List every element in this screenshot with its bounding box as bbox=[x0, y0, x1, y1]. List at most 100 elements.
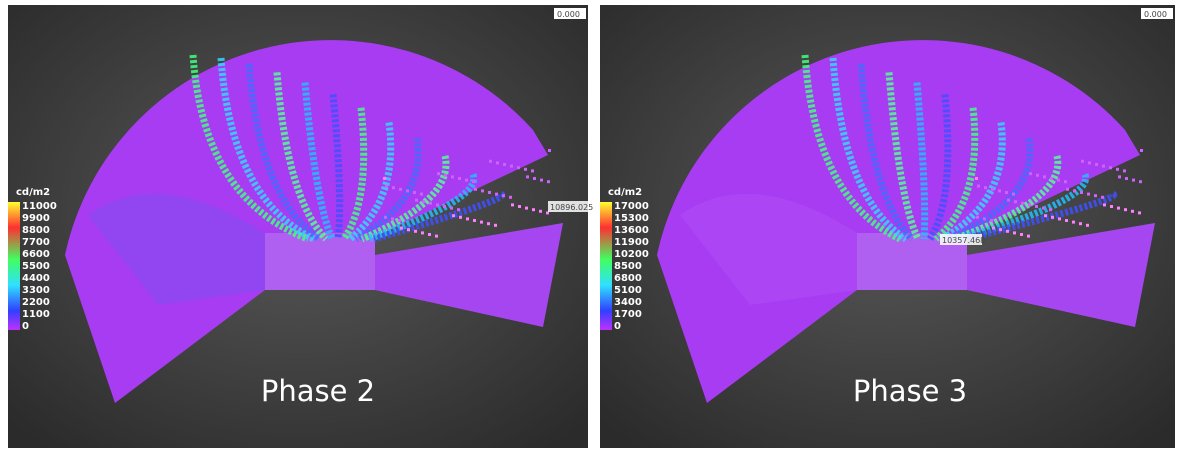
speckle bbox=[1005, 191, 1008, 194]
speckle bbox=[1087, 193, 1090, 196]
speckle bbox=[1088, 161, 1091, 164]
speckle bbox=[489, 160, 492, 163]
speckle bbox=[1049, 208, 1052, 211]
legend-unit: cd/m2 bbox=[16, 187, 50, 198]
speckle bbox=[487, 222, 490, 225]
legend-label: 11900 bbox=[614, 237, 649, 248]
speckle bbox=[1109, 166, 1112, 169]
legend-label: 5100 bbox=[614, 285, 642, 296]
legend-label: 8800 bbox=[22, 225, 50, 236]
speckle bbox=[525, 207, 528, 210]
legend-label: 15300 bbox=[614, 213, 649, 224]
speckle bbox=[533, 177, 536, 180]
speckle bbox=[540, 179, 543, 182]
legend-label: 3300 bbox=[22, 285, 50, 296]
peak-label: 10357.468 bbox=[942, 236, 985, 245]
speckle bbox=[1072, 221, 1075, 224]
speckle bbox=[415, 199, 418, 202]
colorbar bbox=[8, 202, 20, 330]
legend-label: 5500 bbox=[22, 261, 50, 272]
speckle bbox=[984, 186, 987, 189]
speckle bbox=[1116, 168, 1119, 171]
legend-unit: cd/m2 bbox=[608, 187, 642, 198]
speckle bbox=[384, 216, 387, 219]
speckle bbox=[1035, 205, 1038, 208]
speckle bbox=[1080, 191, 1083, 194]
speckle bbox=[539, 210, 542, 213]
speckle bbox=[422, 200, 425, 203]
speckle bbox=[1110, 205, 1113, 208]
speckle bbox=[495, 193, 498, 196]
speckle bbox=[1051, 216, 1054, 219]
legend-label: 3400 bbox=[614, 297, 642, 308]
speckle bbox=[998, 189, 1001, 192]
speckle bbox=[531, 169, 534, 172]
speckle bbox=[1118, 175, 1121, 178]
speckle bbox=[1073, 189, 1076, 192]
legend-label: 7700 bbox=[22, 237, 50, 248]
speckle bbox=[392, 186, 395, 189]
speckle bbox=[420, 193, 423, 196]
speckle bbox=[472, 180, 475, 183]
screenshot: 0.00010896.025cd/m2110009900880077006600… bbox=[0, 0, 1183, 453]
speckle bbox=[1043, 175, 1046, 178]
caption: Phase 2 bbox=[261, 374, 375, 408]
colorbar bbox=[600, 202, 612, 330]
speckle bbox=[494, 224, 497, 227]
speckle bbox=[999, 228, 1002, 231]
legend-label: 17000 bbox=[614, 201, 649, 212]
legend-label: 9900 bbox=[22, 213, 50, 224]
speckle bbox=[383, 177, 386, 180]
speckle bbox=[488, 191, 491, 194]
speckle bbox=[413, 191, 416, 194]
speckle bbox=[991, 188, 994, 191]
speckle bbox=[450, 207, 453, 210]
render-panel: 0.00010896.025cd/m2110009900880077006600… bbox=[8, 5, 593, 448]
legend-label: 4400 bbox=[22, 273, 50, 284]
speckle bbox=[437, 172, 440, 175]
speckle bbox=[1101, 196, 1104, 199]
speckle bbox=[1065, 219, 1068, 222]
speckle bbox=[406, 189, 409, 192]
speckle bbox=[414, 230, 417, 233]
speckle bbox=[1139, 180, 1142, 183]
speckle bbox=[990, 219, 993, 222]
speckle bbox=[526, 175, 529, 178]
speckle bbox=[458, 177, 461, 180]
legend-label: 0 bbox=[22, 321, 29, 332]
speckle bbox=[481, 189, 484, 192]
speckle bbox=[465, 179, 468, 182]
speckle bbox=[1102, 165, 1105, 168]
speckle bbox=[1132, 179, 1135, 182]
speckle bbox=[975, 177, 978, 180]
speckle bbox=[977, 185, 980, 188]
speckle bbox=[1044, 214, 1047, 217]
legend-label: 1100 bbox=[22, 309, 50, 320]
speckle bbox=[1131, 210, 1134, 213]
speckle bbox=[1081, 160, 1084, 163]
legend-label: 2200 bbox=[22, 297, 50, 308]
legend-label: 10200 bbox=[614, 249, 649, 260]
speckle bbox=[451, 175, 454, 178]
speckle bbox=[511, 203, 514, 206]
speckle bbox=[399, 188, 402, 191]
speckle bbox=[1057, 179, 1060, 182]
legend-label: 0 bbox=[614, 321, 621, 332]
speckle bbox=[1012, 193, 1015, 196]
speckle bbox=[428, 233, 431, 236]
speckle bbox=[421, 231, 424, 234]
legend-label: 1700 bbox=[614, 309, 642, 320]
speckle bbox=[524, 168, 527, 171]
speckle bbox=[1027, 235, 1030, 238]
speckle bbox=[1140, 149, 1143, 152]
speckle bbox=[385, 185, 388, 188]
speckle bbox=[398, 219, 401, 222]
speckle bbox=[548, 149, 551, 152]
speckle bbox=[1020, 233, 1023, 236]
speckle bbox=[1007, 199, 1010, 202]
speckle bbox=[992, 227, 995, 230]
speckle bbox=[474, 188, 477, 191]
speckle bbox=[444, 174, 447, 177]
speckle bbox=[532, 208, 535, 211]
speckle bbox=[1094, 194, 1097, 197]
